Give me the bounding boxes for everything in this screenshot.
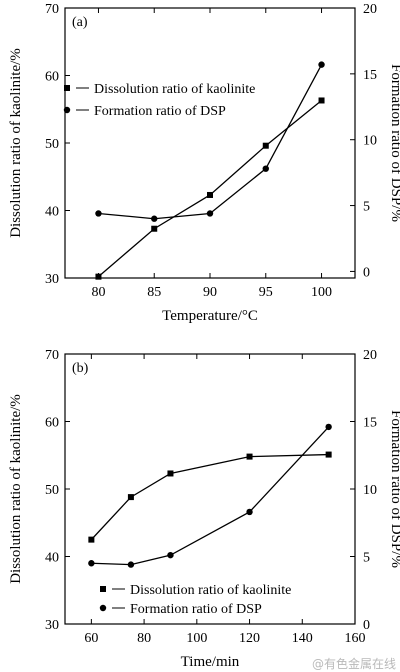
plot-frame — [64, 7, 356, 279]
y2-tick-label: 15 — [363, 68, 377, 83]
y2-tick-label: 10 — [363, 134, 377, 149]
y-tick-label: 50 — [45, 137, 59, 152]
y2-tick-label: 5 — [363, 551, 370, 566]
y-tick-label: 60 — [45, 70, 59, 85]
y2-tick-label: 20 — [363, 2, 377, 17]
data-point-circle — [206, 210, 214, 217]
x-axis-title: Temperature/°C — [162, 308, 258, 324]
data-point-square — [246, 453, 253, 460]
y-tick-label: 30 — [45, 272, 59, 287]
y-tick-label: 40 — [45, 205, 59, 220]
y2-tick-label: 15 — [363, 416, 377, 431]
data-point-circle — [151, 215, 158, 222]
data-point-square — [207, 191, 213, 198]
y-tick-label: 30 — [45, 618, 59, 633]
x-tick-label: 120 — [239, 631, 260, 646]
panel-label: (b) — [72, 361, 89, 376]
x-tick-label: 60 — [84, 631, 98, 646]
x-tick-label: 90 — [203, 285, 217, 300]
data-point-square — [95, 273, 102, 280]
x-tick-label: 100 — [186, 631, 207, 646]
legend-marker-square — [100, 586, 106, 592]
data-point-circle — [262, 165, 269, 172]
x-tick-label: 85 — [147, 285, 161, 300]
y2-tick-label: 5 — [363, 200, 370, 215]
chart-panel-b: 60 80 100 120 140 160 30 40 50 60 70 0 5 10 15 20 Time/m… — [8, 348, 400, 670]
y-tick-label: 40 — [45, 551, 59, 566]
x-tick-label: 100 — [311, 285, 332, 300]
data-point-circle — [325, 423, 332, 431]
x-tick-label: 80 — [91, 285, 105, 300]
data-point-square — [127, 494, 134, 501]
panel-label: (a) — [72, 15, 88, 30]
data-point-circle — [127, 561, 135, 568]
x-tick-label: 160 — [345, 631, 366, 646]
y-tick-label: 70 — [45, 2, 59, 17]
legend-marker-circle — [63, 106, 71, 114]
x-tick-label: 140 — [292, 631, 313, 646]
y2-axis-title: Formation ratio of DSP/% — [388, 64, 400, 222]
y2-axis-title: Formation ratio of DSP/% — [388, 410, 400, 568]
watermark: @有色金属在线 — [312, 656, 396, 671]
data-point-square — [88, 536, 95, 543]
data-point-circle — [246, 508, 253, 516]
legend-marker-square — [64, 85, 70, 91]
data-point-circle — [88, 560, 95, 567]
data-point-square — [262, 142, 269, 149]
x-tick-label: 95 — [259, 285, 273, 300]
data-point-circle — [167, 551, 174, 559]
y-axis-title: Dissolution ratio of kaolinite/% — [8, 394, 24, 584]
legend-label: Dissolution ratio of kaolinite — [130, 583, 291, 598]
legend-label: Formation ratio of DSP — [130, 602, 262, 617]
y-tick-label: 70 — [45, 348, 59, 363]
series-line-kaolinite — [90, 453, 329, 541]
chart-panel-a: 80 85 90 95 100 30 40 50 60 70 0 5 10 15 20 Temperature… — [8, 2, 400, 324]
y2-tick-label: 0 — [363, 618, 370, 633]
legend-label: Formation ratio of DSP — [94, 104, 226, 119]
y2-tick-label: 10 — [363, 483, 377, 498]
y-tick-label: 50 — [45, 483, 59, 498]
y-axis-title: Dissolution ratio of kaolinite/% — [8, 48, 24, 238]
data-point-circle — [95, 210, 102, 217]
y2-tick-label: 0 — [363, 265, 370, 280]
y2-tick-label: 20 — [363, 348, 377, 363]
series-line-dsp — [91, 426, 330, 566]
x-tick-label: 80 — [137, 631, 151, 646]
data-point-square — [151, 225, 158, 232]
x-axis-title: Time/min — [181, 654, 240, 670]
data-point-square — [318, 97, 325, 104]
data-point-square — [325, 451, 332, 458]
data-point-square — [167, 470, 174, 477]
legend-label: Dissolution ratio of kaolinite — [94, 82, 255, 97]
y-tick-label: 60 — [45, 416, 59, 431]
data-point-circle — [318, 61, 325, 68]
legend-marker-circle — [99, 604, 107, 612]
